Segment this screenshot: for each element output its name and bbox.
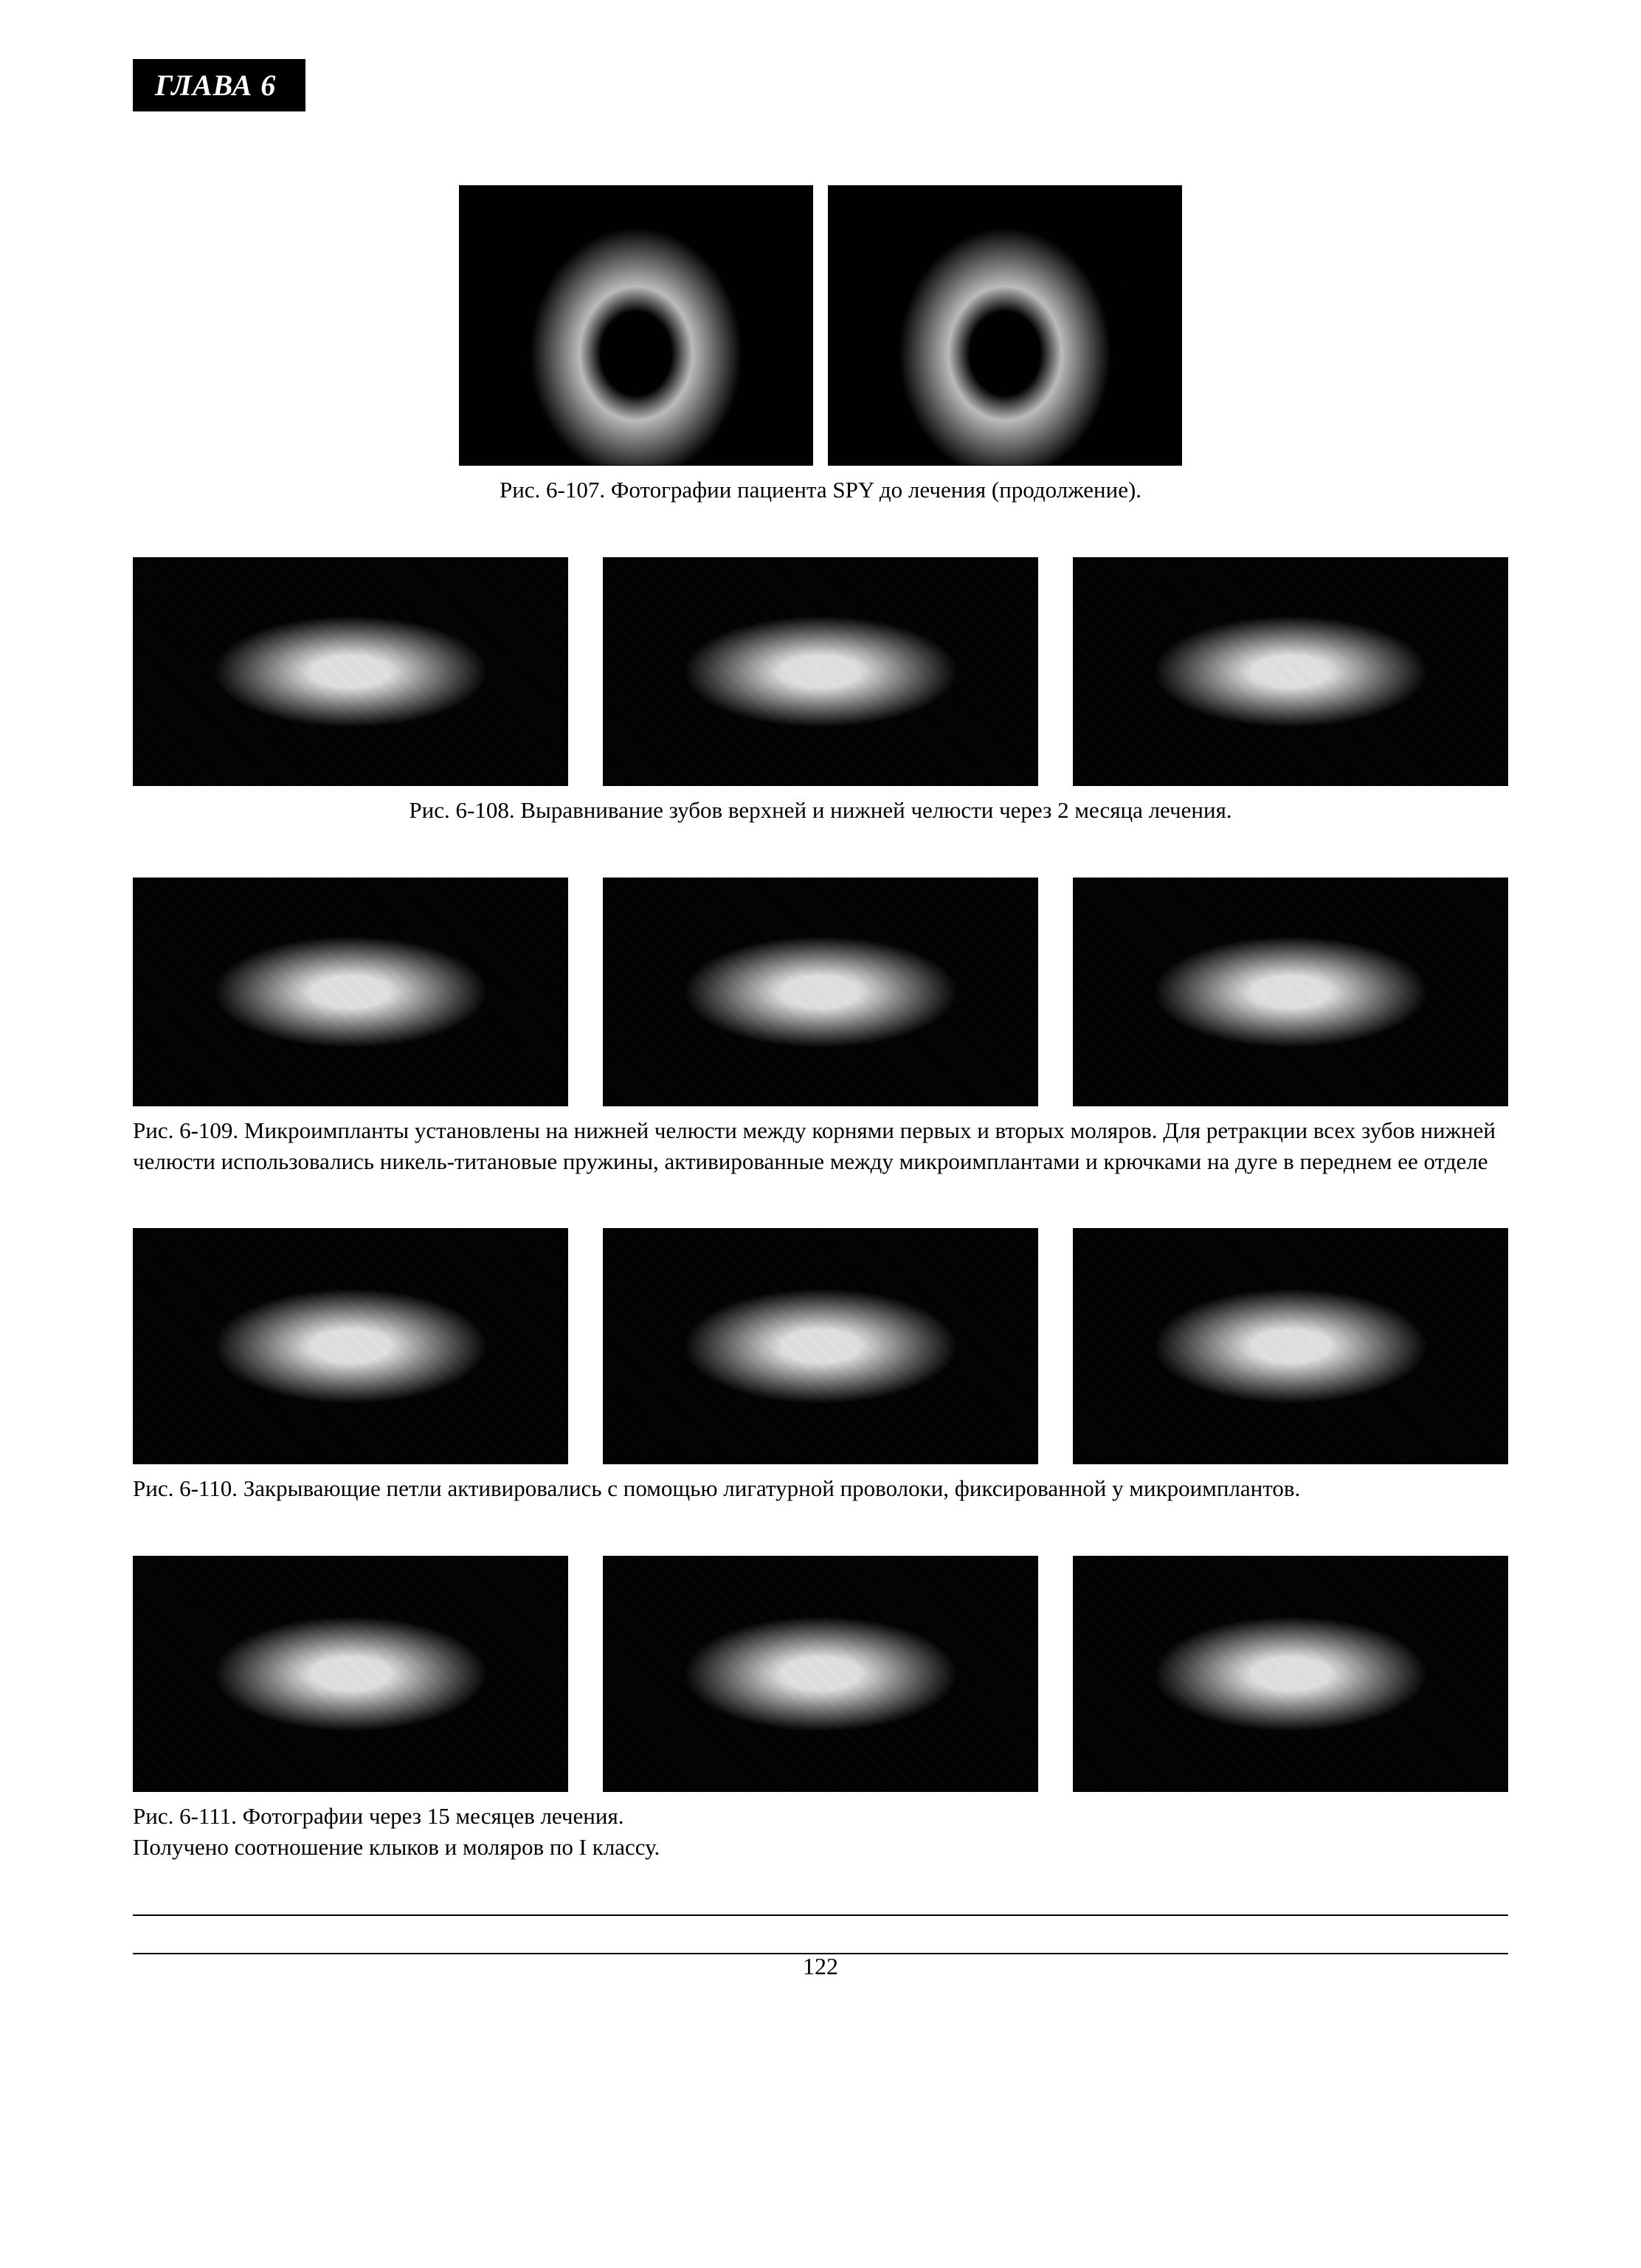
figure-image-row — [133, 1228, 1508, 1464]
figure-caption: Рис. 6-111. Фотографии через 15 месяцев … — [133, 1801, 1508, 1863]
chapter-badge: ГЛАВА 6 — [133, 59, 305, 111]
caption-line: Получено соотношение клыков и моляров по… — [133, 1834, 660, 1860]
clinical-photo — [603, 557, 1038, 786]
page-number-value: 122 — [795, 1953, 846, 1980]
page-number: 122 — [133, 1953, 1508, 1982]
clinical-photo — [603, 1556, 1038, 1792]
clinical-photo — [459, 185, 813, 466]
figure-image-row — [133, 878, 1508, 1106]
clinical-photo — [133, 1556, 568, 1792]
figure-6-109: Рис. 6-109. Микроимпланты установлены на… — [133, 878, 1508, 1177]
figure-image-row — [133, 1556, 1508, 1792]
clinical-photo — [1073, 1556, 1508, 1792]
figure-image-row — [133, 557, 1508, 786]
clinical-photo — [603, 1228, 1038, 1464]
clinical-photo — [1073, 878, 1508, 1106]
caption-line: Рис. 6-111. Фотографии через 15 месяцев … — [133, 1803, 623, 1829]
figure-6-110: Рис. 6-110. Закрывающие петли активирова… — [133, 1228, 1508, 1504]
figure-caption: Рис. 6-108. Выравнивание зубов верхней и… — [133, 795, 1508, 826]
figure-6-108: Рис. 6-108. Выравнивание зубов верхней и… — [133, 557, 1508, 826]
clinical-photo — [133, 878, 568, 1106]
figure-caption: Рис. 6-110. Закрывающие петли активирова… — [133, 1473, 1508, 1504]
clinical-photo — [1073, 1228, 1508, 1464]
clinical-photo — [133, 557, 568, 786]
figure-6-111: Рис. 6-111. Фотографии через 15 месяцев … — [133, 1556, 1508, 1863]
clinical-photo — [603, 878, 1038, 1106]
clinical-photo — [1073, 557, 1508, 786]
clinical-photo — [133, 1228, 568, 1464]
footer-rule — [133, 1914, 1508, 1916]
clinical-photo — [828, 185, 1182, 466]
figure-image-row — [133, 185, 1508, 466]
figure-6-107: Рис. 6-107. Фотографии пациента SPY до л… — [133, 185, 1508, 506]
figure-caption: Рис. 6-109. Микроимпланты установлены на… — [133, 1115, 1508, 1177]
figure-caption: Рис. 6-107. Фотографии пациента SPY до л… — [133, 475, 1508, 506]
